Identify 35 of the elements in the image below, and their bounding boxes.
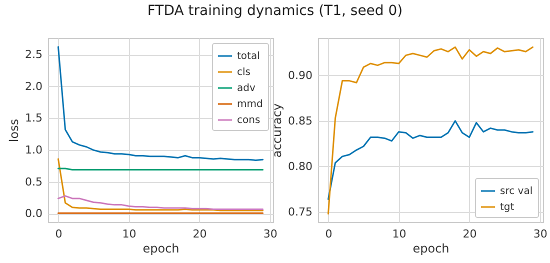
line-series	[57, 46, 264, 161]
legend-label: tgt	[500, 202, 514, 213]
x-tick-label: 20	[462, 228, 477, 240]
y-tick-label: 0.80	[288, 160, 312, 173]
y-tick-label: 1.5	[25, 112, 42, 125]
y-tick-label: 0.85	[288, 114, 312, 128]
x-axis-title: epoch	[142, 242, 180, 256]
legend-label: adv	[237, 83, 256, 94]
legend-label: cls	[237, 67, 250, 78]
x-tick-label: 10	[392, 228, 406, 240]
legend-label: mmd	[237, 99, 263, 110]
y-axis-title: accuracy	[270, 103, 284, 158]
line-series	[327, 46, 534, 215]
x-tick-label: 0	[55, 228, 62, 240]
x-tick-label: 10	[122, 228, 136, 240]
line-series	[57, 195, 264, 210]
y-tick-label: 0.75	[288, 205, 312, 218]
line-series	[327, 120, 534, 200]
legend-label: total	[237, 51, 260, 62]
x-tick-label: 20	[192, 228, 207, 240]
legend-label: cons	[237, 115, 260, 126]
y-axis-title: loss	[7, 118, 22, 142]
y-tick-label: 2.5	[25, 48, 42, 62]
legend-label: src val	[500, 186, 533, 197]
y-tick-label: 1.0	[25, 144, 42, 157]
y-tick-label: 0.90	[288, 68, 312, 82]
chart-title: FTDA training dynamics (T1, seed 0)	[146, 3, 404, 19]
x-tick-label: 0	[325, 228, 332, 240]
y-tick-label: 0.0	[25, 207, 42, 220]
line-series	[57, 158, 264, 212]
y-tick-label: 2.0	[25, 80, 42, 93]
y-tick-label: 0.5	[25, 175, 42, 188]
x-tick-label: 30	[263, 228, 278, 240]
x-tick-label: 30	[533, 228, 548, 240]
x-axis-title: epoch	[412, 242, 450, 256]
